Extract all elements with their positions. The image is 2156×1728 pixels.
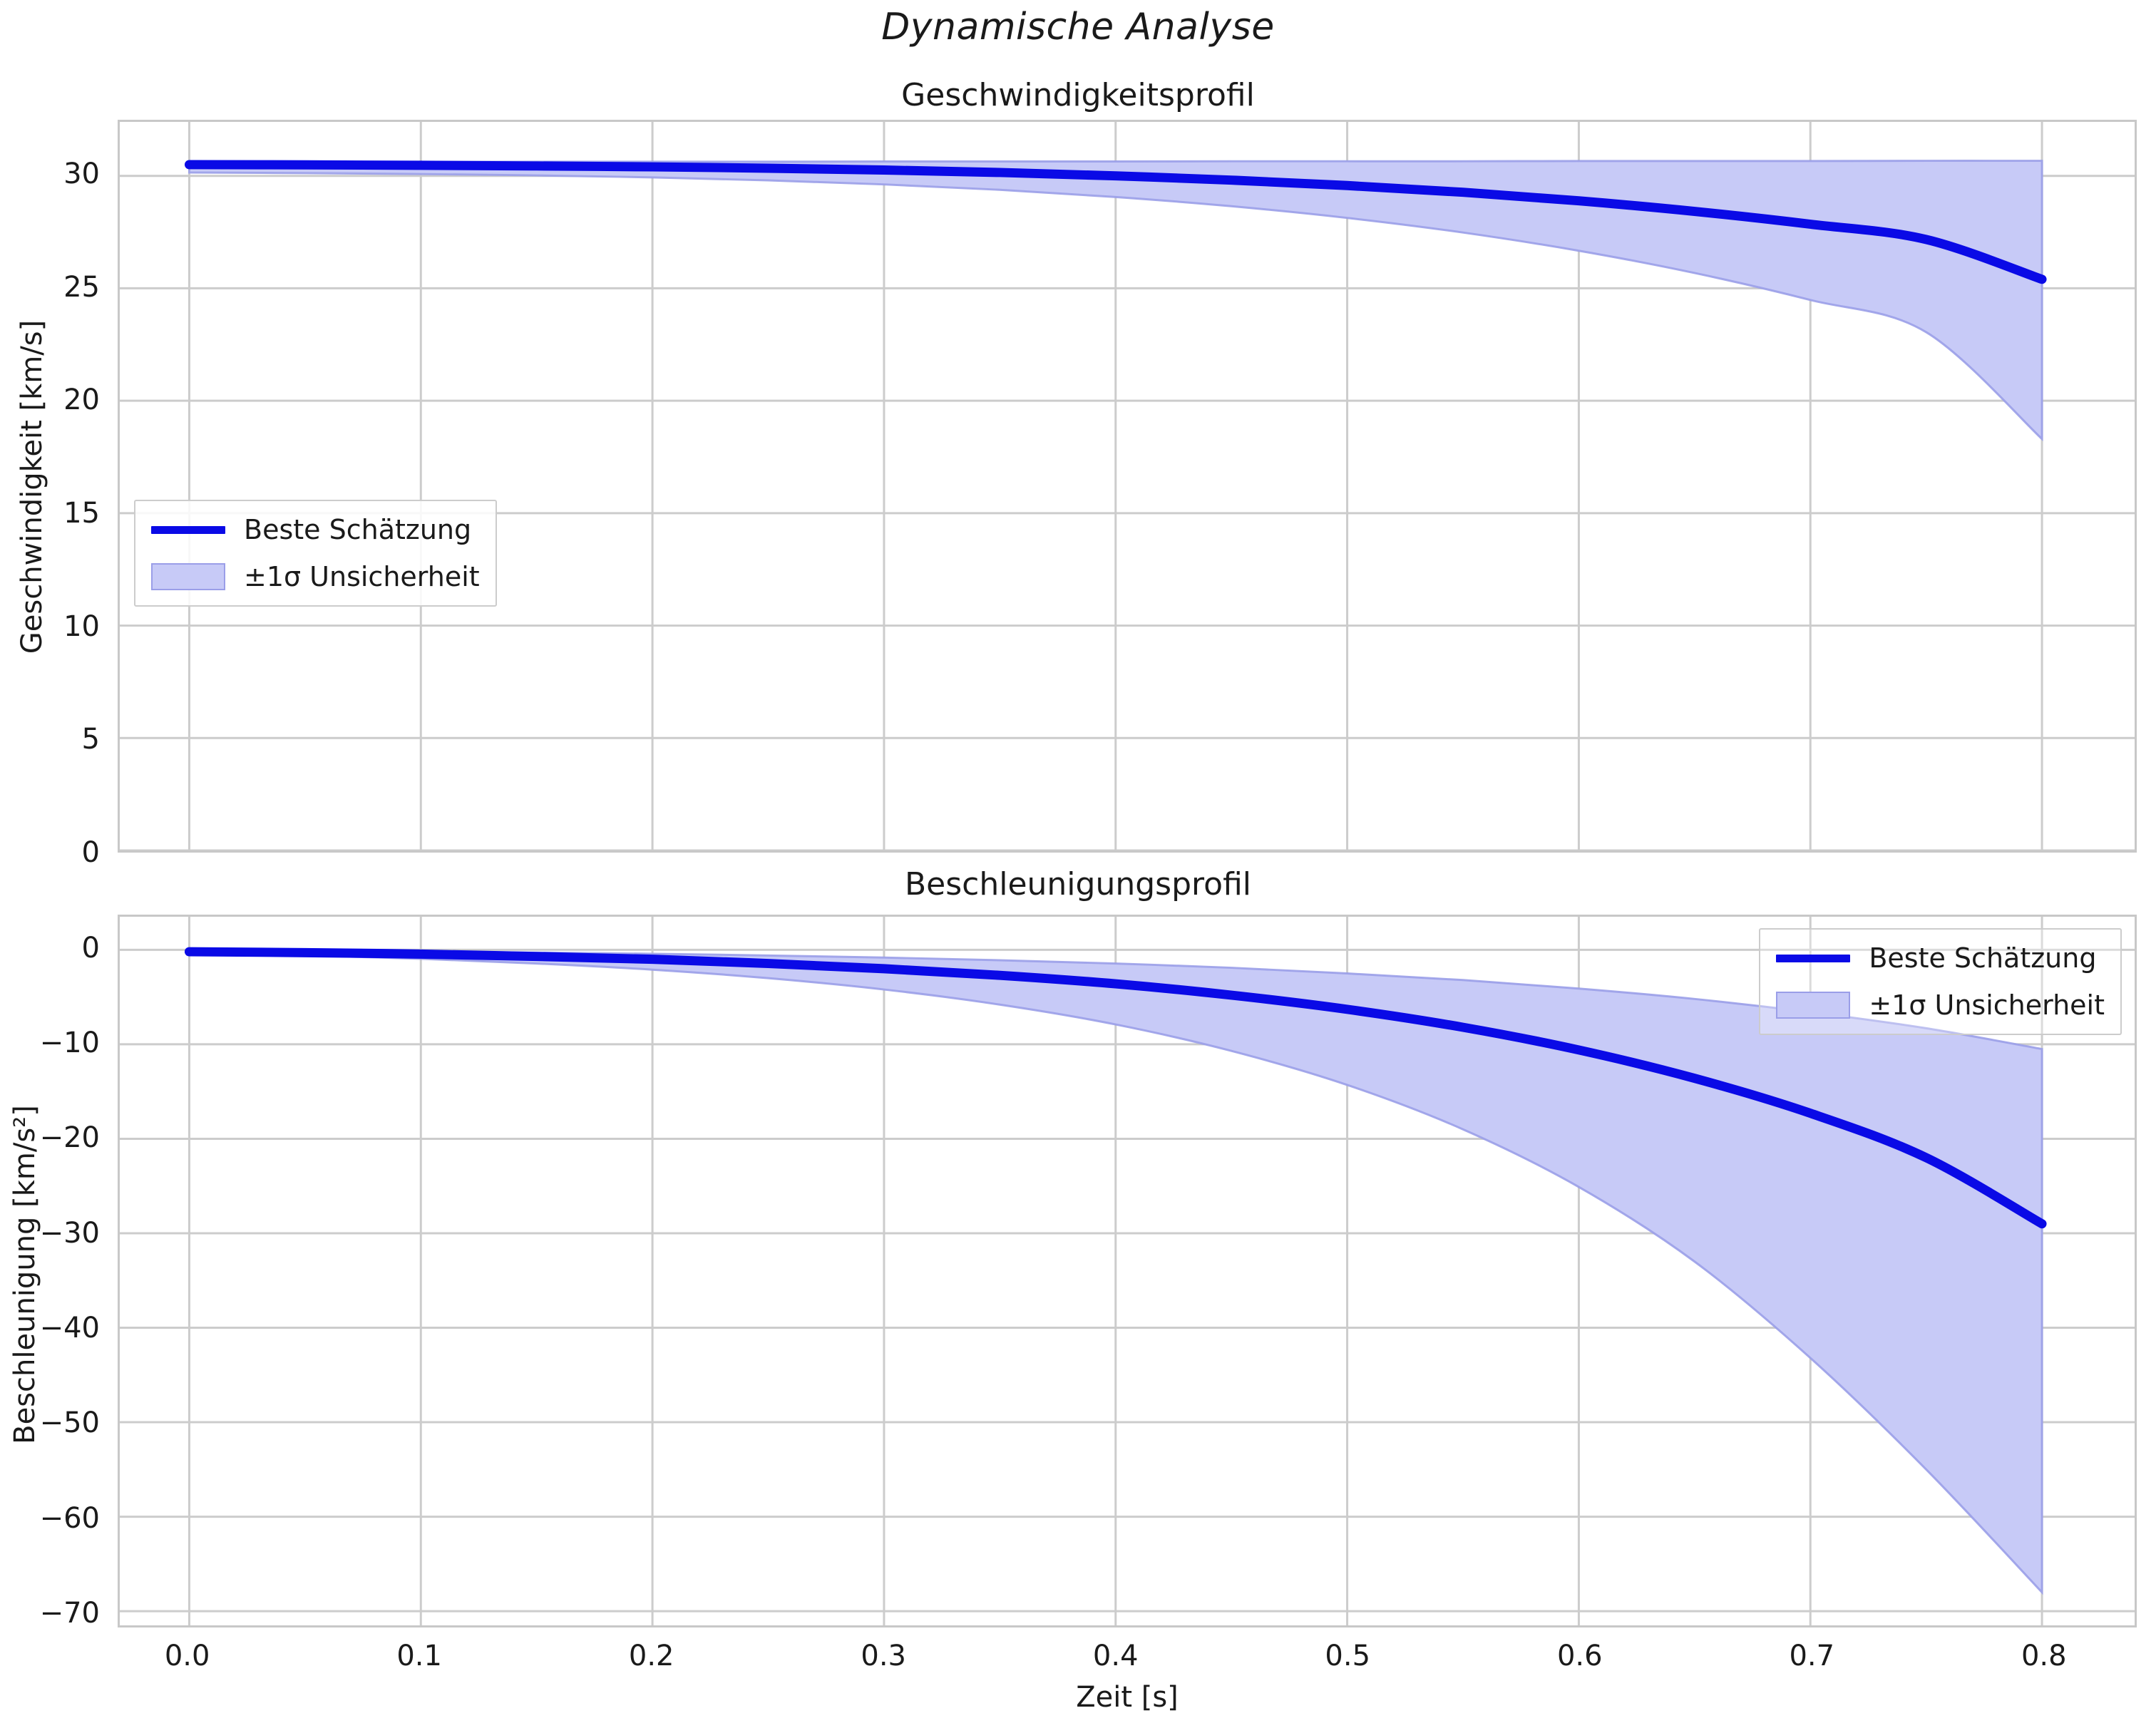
ytick-label: 0 bbox=[81, 836, 100, 869]
ytick-label: 0 bbox=[81, 931, 100, 965]
xtick-label: 0.3 bbox=[861, 1640, 907, 1672]
legend-band-label: ±1σ Unsicherheit bbox=[1869, 989, 2105, 1021]
ytick-label: −30 bbox=[39, 1216, 100, 1250]
ytick-label: 10 bbox=[63, 610, 100, 643]
ytick-label: −70 bbox=[39, 1597, 100, 1630]
velocity-plot-svg bbox=[120, 122, 2135, 850]
velocity-legend[interactable]: Beste Schätzung ±1σ Unsicherheit bbox=[134, 500, 497, 607]
legend-entry-line: Beste Schätzung bbox=[1773, 940, 2105, 977]
xtick-label: 0.5 bbox=[1325, 1640, 1371, 1672]
legend-line-label: Beste Schätzung bbox=[1869, 942, 2097, 974]
velocity-axes: Beste Schätzung ±1σ Unsicherheit bbox=[118, 120, 2137, 853]
ytick-label: −20 bbox=[39, 1121, 100, 1155]
acceleration-ylabel: Beschleunigung [km/s²] bbox=[9, 1105, 41, 1444]
legend-line-label: Beste Schätzung bbox=[244, 514, 472, 545]
ytick-label: −50 bbox=[39, 1406, 100, 1440]
ytick-label: −40 bbox=[39, 1312, 100, 1344]
legend-band-key-icon bbox=[148, 560, 228, 593]
acceleration-plot-svg bbox=[120, 917, 2135, 1625]
ytick-label: 5 bbox=[81, 723, 100, 756]
legend-entry-line: Beste Schätzung bbox=[148, 511, 480, 548]
legend-band-key-icon bbox=[1773, 989, 1853, 1022]
xtick-label: 0.1 bbox=[396, 1640, 442, 1672]
legend-line-key-icon bbox=[1773, 942, 1853, 974]
xtick-label: 0.4 bbox=[1092, 1640, 1139, 1672]
acceleration-ytick-column: 0 −10 −20 −30 −40 −50 −60 −70 bbox=[0, 915, 100, 1630]
figure-suptitle: Dynamische Analyse bbox=[881, 6, 1275, 48]
xtick-label: 0.8 bbox=[2021, 1640, 2067, 1672]
legend-band-label: ±1σ Unsicherheit bbox=[244, 561, 480, 592]
ytick-label: 20 bbox=[63, 384, 100, 417]
acceleration-subplot-title: Beschleunigungsprofil bbox=[904, 866, 1252, 902]
xtick-label: 0.7 bbox=[1789, 1640, 1835, 1672]
xtick-label: 0.6 bbox=[1556, 1640, 1603, 1672]
xtick-label: 0.0 bbox=[164, 1640, 210, 1672]
ytick-label: 15 bbox=[63, 497, 100, 530]
acceleration-legend[interactable]: Beste Schätzung ±1σ Unsicherheit bbox=[1759, 928, 2122, 1035]
shared-xtick-row: 0.0 0.1 0.2 0.3 0.4 0.5 0.6 0.7 0.8 bbox=[118, 1640, 2137, 1682]
ytick-label: 30 bbox=[63, 158, 100, 191]
ytick-label: −60 bbox=[39, 1501, 100, 1535]
ytick-label: −10 bbox=[39, 1027, 100, 1059]
acceleration-axes: Beste Schätzung ±1σ Unsicherheit bbox=[118, 915, 2137, 1627]
velocity-ylabel: Geschwindigkeit [km/s] bbox=[16, 319, 48, 654]
xaxis-label: Zeit [s] bbox=[1076, 1681, 1179, 1714]
legend-entry-band: ±1σ Unsicherheit bbox=[148, 558, 480, 595]
xtick-label: 0.2 bbox=[628, 1640, 674, 1672]
velocity-ytick-column: 0 5 10 15 20 25 30 bbox=[0, 120, 100, 869]
ytick-label: 25 bbox=[63, 270, 100, 304]
legend-line-key-icon bbox=[148, 513, 228, 546]
velocity-subplot-title: Geschwindigkeitsprofil bbox=[901, 77, 1255, 113]
legend-entry-band: ±1σ Unsicherheit bbox=[1773, 987, 2105, 1024]
